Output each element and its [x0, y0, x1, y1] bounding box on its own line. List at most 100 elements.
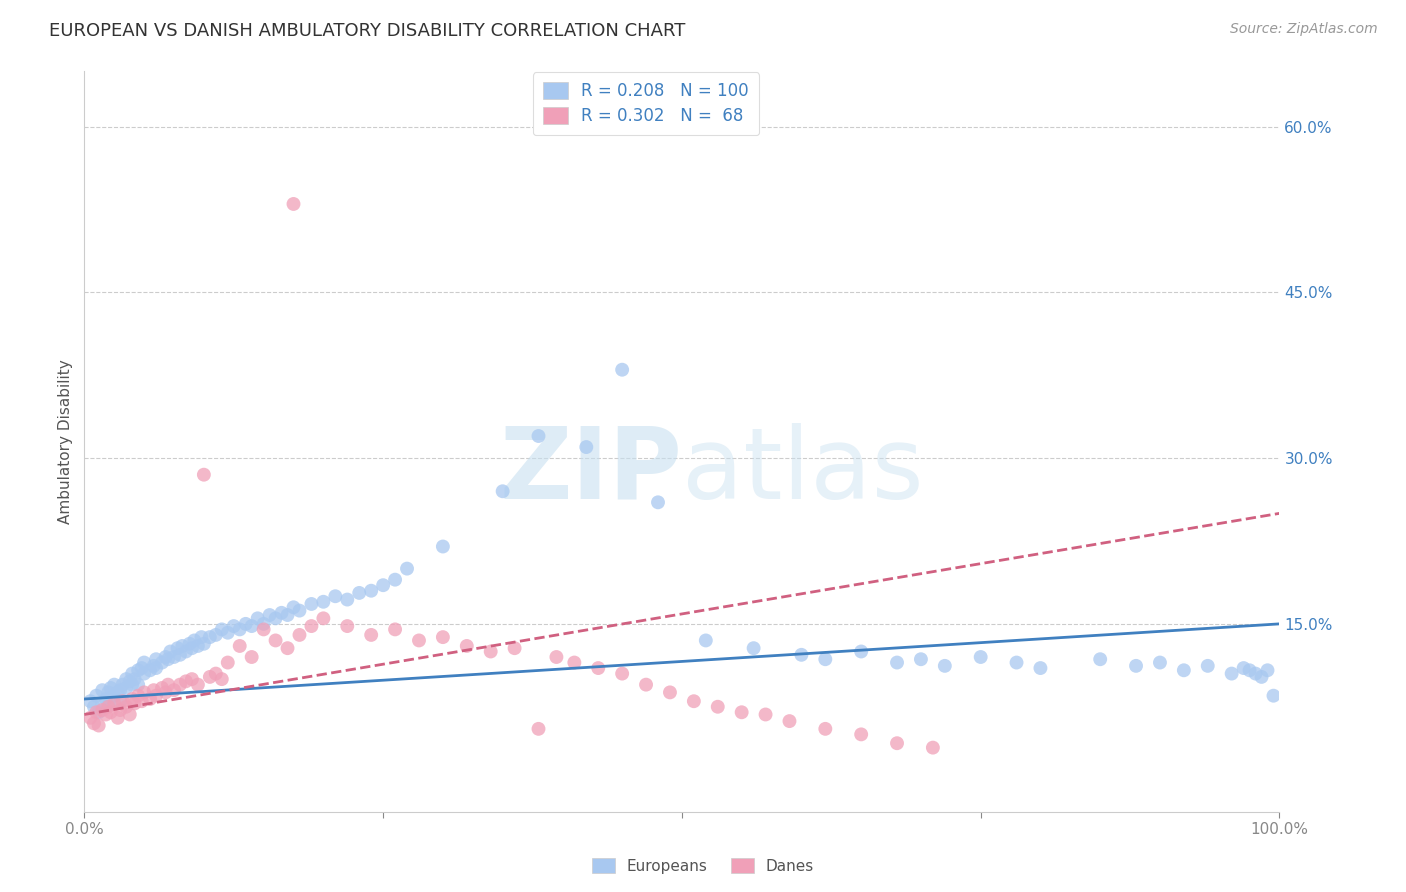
- Point: [312, 611, 335, 625]
- Point: [217, 625, 239, 640]
- Point: [336, 592, 359, 607]
- Point: [166, 641, 188, 656]
- Point: [155, 685, 177, 699]
- Point: [211, 672, 233, 686]
- Point: [115, 699, 138, 714]
- Point: [115, 681, 138, 695]
- Point: [396, 561, 419, 575]
- Point: [193, 467, 215, 482]
- Point: [1197, 658, 1219, 673]
- Point: [110, 703, 132, 717]
- Point: [187, 639, 209, 653]
- Point: [432, 630, 454, 644]
- Point: [301, 597, 323, 611]
- Point: [91, 703, 114, 717]
- Point: [127, 663, 149, 677]
- Point: [312, 595, 335, 609]
- Point: [264, 611, 287, 625]
- Point: [259, 607, 281, 622]
- Point: [79, 694, 101, 708]
- Point: [111, 694, 134, 708]
- Point: [1257, 663, 1279, 677]
- Point: [610, 362, 633, 376]
- Point: [277, 607, 299, 622]
- Point: [1088, 652, 1111, 666]
- Point: [211, 623, 233, 637]
- Point: [610, 666, 633, 681]
- Point: [228, 639, 252, 653]
- Y-axis label: Ambulatory Disability: Ambulatory Disability: [58, 359, 73, 524]
- Text: ZIP: ZIP: [499, 423, 682, 520]
- Point: [79, 711, 101, 725]
- Point: [742, 641, 765, 656]
- Point: [683, 694, 704, 708]
- Point: [790, 648, 813, 662]
- Text: EUROPEAN VS DANISH AMBULATORY DISABILITY CORRELATION CHART: EUROPEAN VS DANISH AMBULATORY DISABILITY…: [49, 22, 686, 40]
- Point: [150, 681, 173, 695]
- Point: [142, 683, 165, 698]
- Point: [647, 495, 669, 509]
- Point: [283, 197, 305, 211]
- Point: [118, 674, 141, 689]
- Point: [264, 633, 287, 648]
- Point: [886, 736, 908, 750]
- Point: [886, 656, 908, 670]
- Point: [754, 707, 776, 722]
- Point: [432, 540, 454, 554]
- Point: [1250, 670, 1272, 684]
- Point: [546, 650, 568, 665]
- Point: [360, 583, 382, 598]
- Point: [121, 692, 143, 706]
- Point: [86, 706, 108, 720]
- Point: [527, 429, 550, 443]
- Point: [198, 670, 221, 684]
- Point: [371, 578, 394, 592]
- Point: [131, 661, 153, 675]
- Point: [384, 573, 406, 587]
- Point: [172, 639, 194, 653]
- Point: [970, 650, 993, 665]
- Point: [253, 616, 276, 631]
- Point: [132, 666, 156, 681]
- Point: [131, 694, 153, 708]
- Point: [253, 623, 276, 637]
- Point: [190, 630, 212, 644]
- Point: [100, 706, 122, 720]
- Point: [849, 644, 872, 658]
- Point: [779, 714, 801, 728]
- Point: [110, 683, 132, 698]
- Point: [103, 697, 125, 711]
- Point: [1220, 666, 1243, 681]
- Point: [174, 674, 197, 689]
- Point: [384, 623, 406, 637]
- Point: [205, 666, 228, 681]
- Point: [163, 683, 186, 698]
- Text: Source: ZipAtlas.com: Source: ZipAtlas.com: [1230, 22, 1378, 37]
- Point: [922, 740, 945, 755]
- Point: [731, 706, 754, 720]
- Point: [193, 637, 215, 651]
- Point: [179, 637, 201, 651]
- Point: [1125, 658, 1147, 673]
- Legend: R = 0.208   N = 100, R = 0.302   N =  68: R = 0.208 N = 100, R = 0.302 N = 68: [533, 72, 759, 136]
- Point: [155, 650, 177, 665]
- Point: [157, 652, 180, 666]
- Point: [111, 678, 134, 692]
- Point: [323, 589, 347, 603]
- Point: [139, 663, 162, 677]
- Point: [163, 650, 186, 665]
- Point: [575, 440, 598, 454]
- Point: [169, 678, 191, 692]
- Point: [145, 689, 167, 703]
- Point: [91, 697, 114, 711]
- Point: [283, 600, 305, 615]
- Point: [336, 619, 359, 633]
- Point: [1263, 689, 1285, 703]
- Point: [83, 699, 105, 714]
- Text: atlas: atlas: [682, 423, 924, 520]
- Point: [169, 648, 191, 662]
- Point: [479, 644, 502, 658]
- Point: [83, 716, 105, 731]
- Point: [115, 672, 138, 686]
- Point: [94, 692, 117, 706]
